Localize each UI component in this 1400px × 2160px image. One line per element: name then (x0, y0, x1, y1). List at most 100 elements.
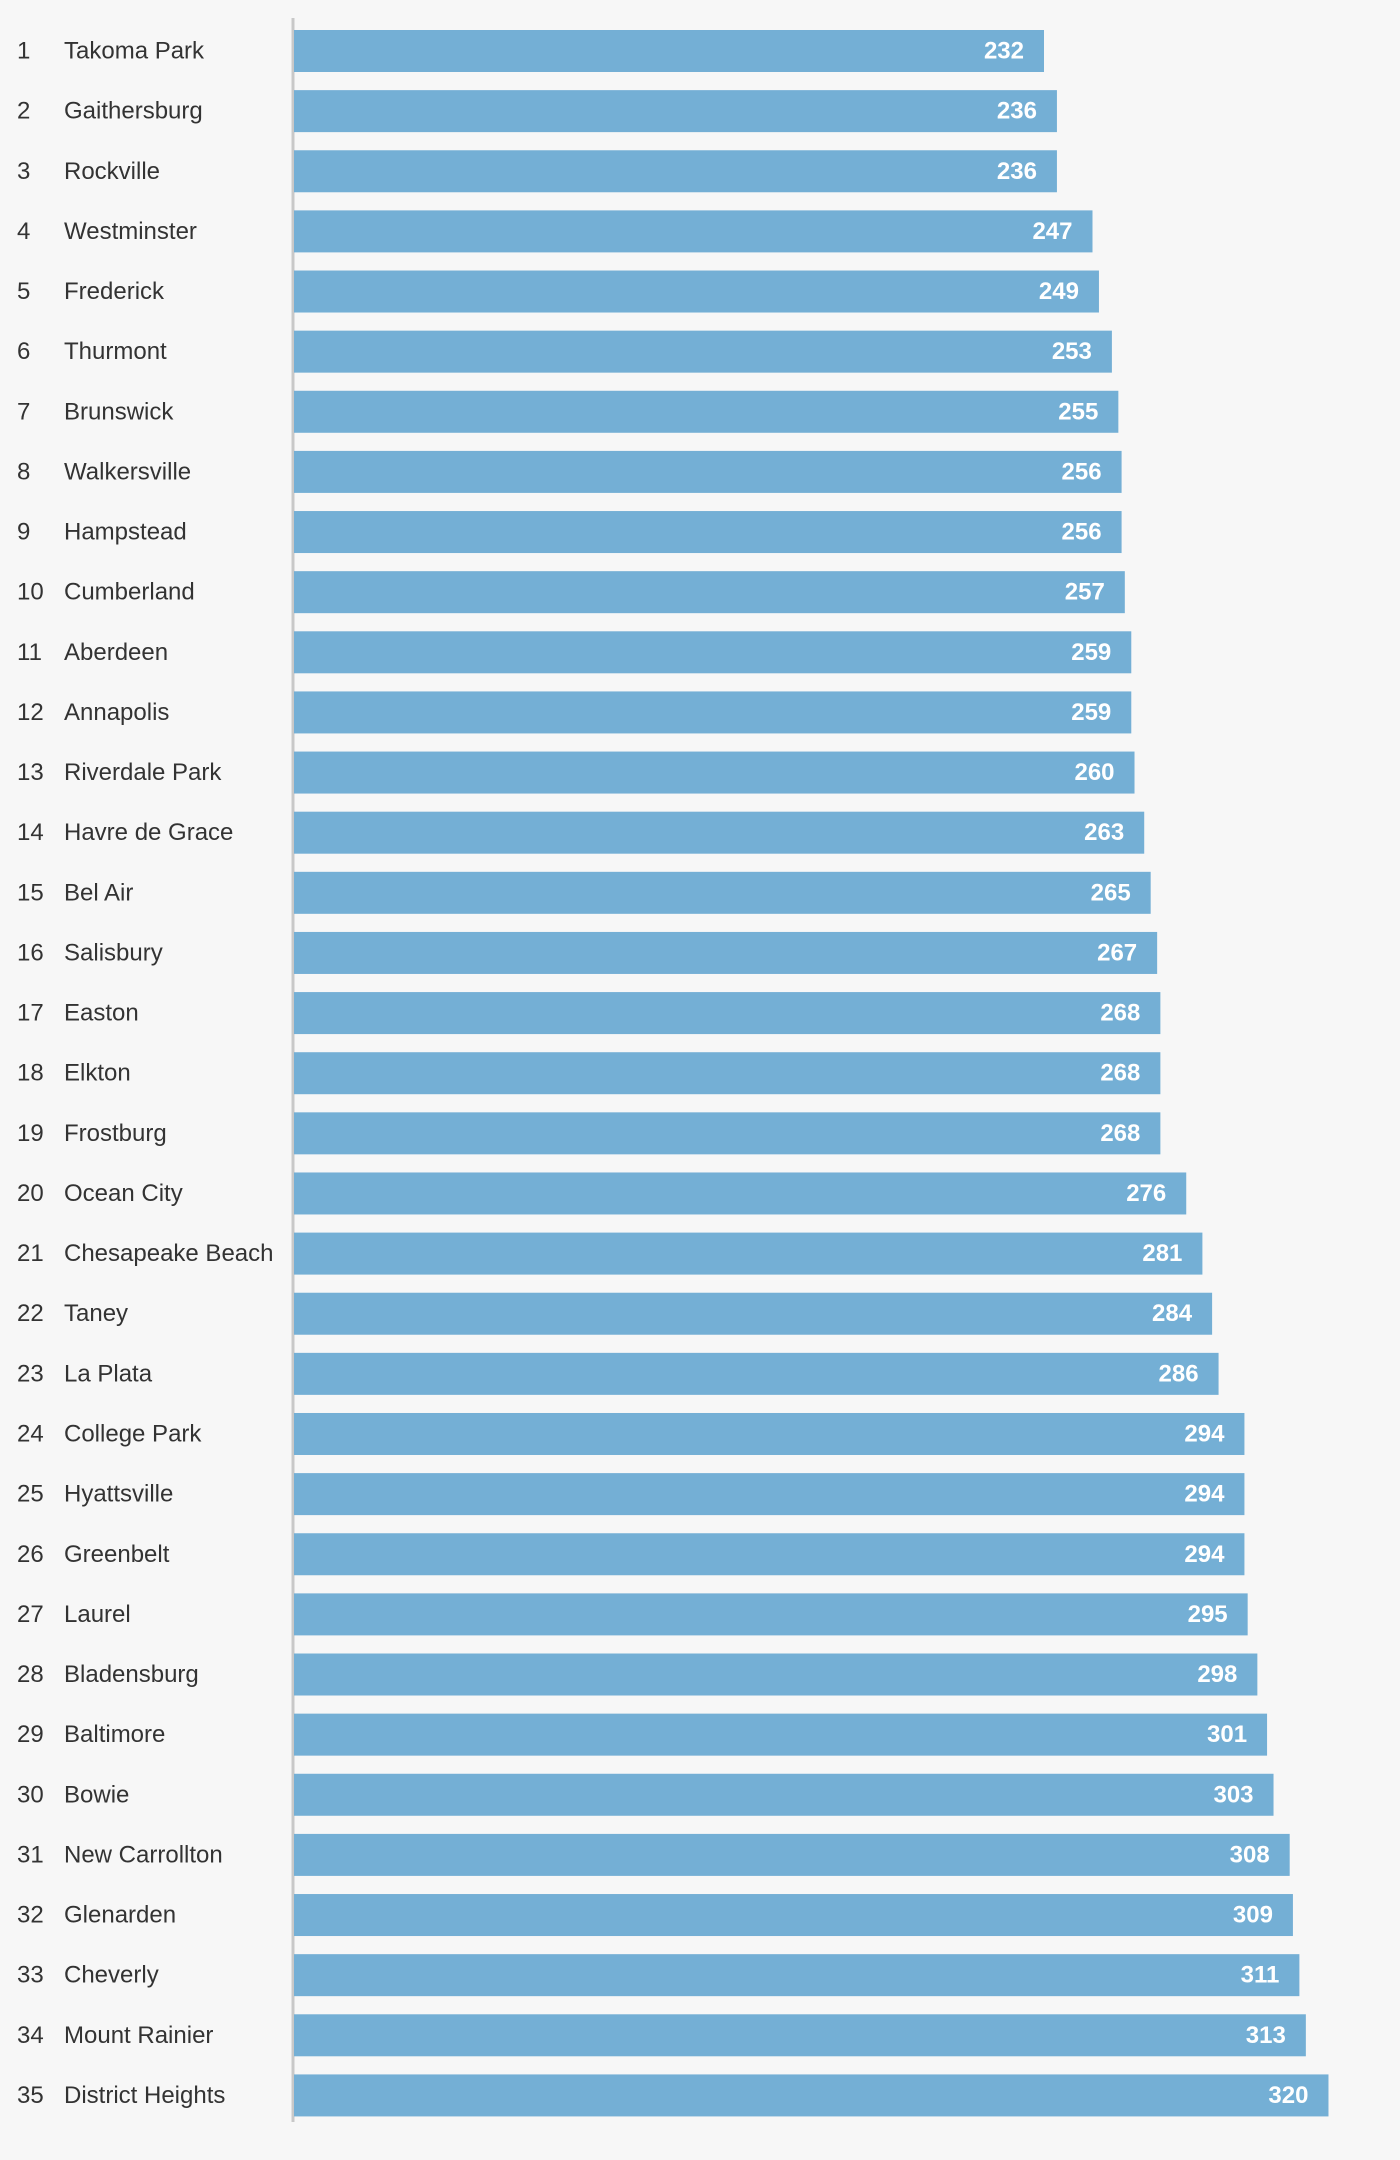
bar (294, 1653, 1258, 1696)
category-label: Cheverly (64, 1962, 159, 1989)
bar-row: 10 Cumberland 257 (17, 571, 1125, 614)
category-label: Brunswick (64, 398, 174, 425)
bar-row: 24 College Park 294 (17, 1412, 1245, 1455)
bar-value-label: 294 (1184, 1481, 1225, 1508)
category-label: Frostburg (64, 1120, 167, 1147)
bar (294, 270, 1099, 313)
bar-value-label: 308 (1230, 1841, 1270, 1868)
bar-row: 11 Aberdeen 259 (17, 631, 1132, 674)
bar (294, 1172, 1187, 1215)
bar-value-label: 257 (1065, 579, 1105, 606)
bar (294, 1052, 1161, 1095)
category-label: Mount Rainier (64, 2022, 213, 2049)
category-label: Baltimore (64, 1721, 165, 1748)
category-label: Taney (64, 1300, 128, 1327)
bar (294, 691, 1132, 734)
rank-label: 30 (17, 1781, 44, 1808)
bar-row: 21 Chesapeake Beach 281 (17, 1232, 1203, 1275)
bar-row: 35 District Heights 320 (17, 2074, 1329, 2117)
bar-value-label: 268 (1100, 1060, 1140, 1087)
bar (294, 1533, 1245, 1576)
category-label: Bel Air (64, 879, 133, 906)
bar-row: 28 Bladensburg 298 (17, 1653, 1258, 1696)
bar-value-label: 298 (1197, 1661, 1237, 1688)
bar-value-label: 309 (1233, 1902, 1273, 1929)
category-label: Chesapeake Beach (64, 1240, 273, 1267)
bar-value-label: 276 (1126, 1180, 1166, 1207)
rank-label: 4 (17, 218, 30, 245)
bar-value-label: 236 (997, 158, 1037, 185)
bar-row: 26 Greenbelt 294 (17, 1533, 1245, 1576)
category-label: Rockville (64, 158, 160, 185)
bar (294, 1773, 1274, 1816)
category-label: Gaithersburg (64, 98, 203, 125)
rank-label: 32 (17, 1902, 44, 1929)
bar-value-label: 253 (1052, 338, 1092, 365)
bar-row: 27 Laurel 295 (17, 1593, 1248, 1636)
bar-value-label: 295 (1188, 1601, 1228, 1628)
rank-label: 16 (17, 939, 44, 966)
bar (294, 992, 1161, 1035)
category-label: Bladensburg (64, 1661, 199, 1688)
rank-label: 3 (17, 158, 30, 185)
bar-value-label: 259 (1071, 639, 1111, 666)
bar-row: 15 Bel Air 265 (17, 871, 1151, 914)
bar (294, 1473, 1245, 1516)
bar (294, 1593, 1248, 1636)
bar (294, 1833, 1290, 1876)
bar (294, 511, 1122, 554)
bar-row: 22 Taney 284 (17, 1292, 1213, 1335)
category-label: Frederick (64, 278, 165, 305)
rank-label: 9 (17, 519, 30, 546)
bar-value-label: 286 (1159, 1360, 1199, 1387)
category-label: Elkton (64, 1060, 131, 1087)
rank-label: 28 (17, 1661, 44, 1688)
category-label: Annapolis (64, 699, 169, 726)
rank-label: 29 (17, 1721, 44, 1748)
bar-row: 4 Westminster 247 (17, 210, 1093, 253)
bar (294, 871, 1151, 914)
bar-value-label: 268 (1100, 1000, 1140, 1027)
category-label: La Plata (64, 1360, 153, 1387)
category-label: Easton (64, 1000, 139, 1027)
bar (294, 1352, 1219, 1395)
rank-label: 6 (17, 338, 30, 365)
bar-row: 13 Riverdale Park 260 (17, 751, 1135, 794)
bar (294, 751, 1135, 794)
category-label: Bowie (64, 1781, 129, 1808)
bar-row: 16 Salisbury 267 (17, 931, 1158, 974)
bar-value-label: 303 (1213, 1781, 1253, 1808)
bar (294, 30, 1044, 72)
bar-row: 6 Thurmont 253 (17, 330, 1112, 373)
bar-row: 12 Annapolis 259 (17, 691, 1132, 734)
bar (294, 1292, 1213, 1335)
bar (294, 90, 1057, 133)
bar-value-label: 268 (1100, 1120, 1140, 1147)
rank-label: 21 (17, 1240, 44, 1267)
bar-row: 7 Brunswick 255 (17, 390, 1119, 433)
bar-value-label: 256 (1062, 519, 1102, 546)
bar-row: 18 Elkton 268 (17, 1052, 1161, 1095)
rank-label: 10 (17, 579, 44, 606)
bar-value-label: 263 (1084, 819, 1124, 846)
bar-row: 23 La Plata 286 (17, 1352, 1219, 1395)
category-label: Riverdale Park (64, 759, 222, 786)
bar-row: 5 Frederick 249 (17, 270, 1099, 313)
category-label: Cumberland (64, 579, 195, 606)
bar (294, 931, 1158, 974)
bar-row: 9 Hampstead 256 (17, 511, 1122, 554)
bar (294, 811, 1145, 854)
bar (294, 571, 1125, 614)
category-label: College Park (64, 1420, 202, 1447)
rank-label: 35 (17, 2082, 44, 2109)
category-label: Glenarden (64, 1902, 176, 1929)
bar-row: 2 Gaithersburg 236 (17, 90, 1057, 133)
bar-value-label: 236 (997, 98, 1037, 125)
bar-value-label: 301 (1207, 1721, 1247, 1748)
bar (294, 150, 1057, 193)
category-label: Salisbury (64, 939, 163, 966)
category-label: Takoma Park (64, 38, 205, 65)
rank-label: 33 (17, 1962, 44, 1989)
category-label: Havre de Grace (64, 819, 233, 846)
